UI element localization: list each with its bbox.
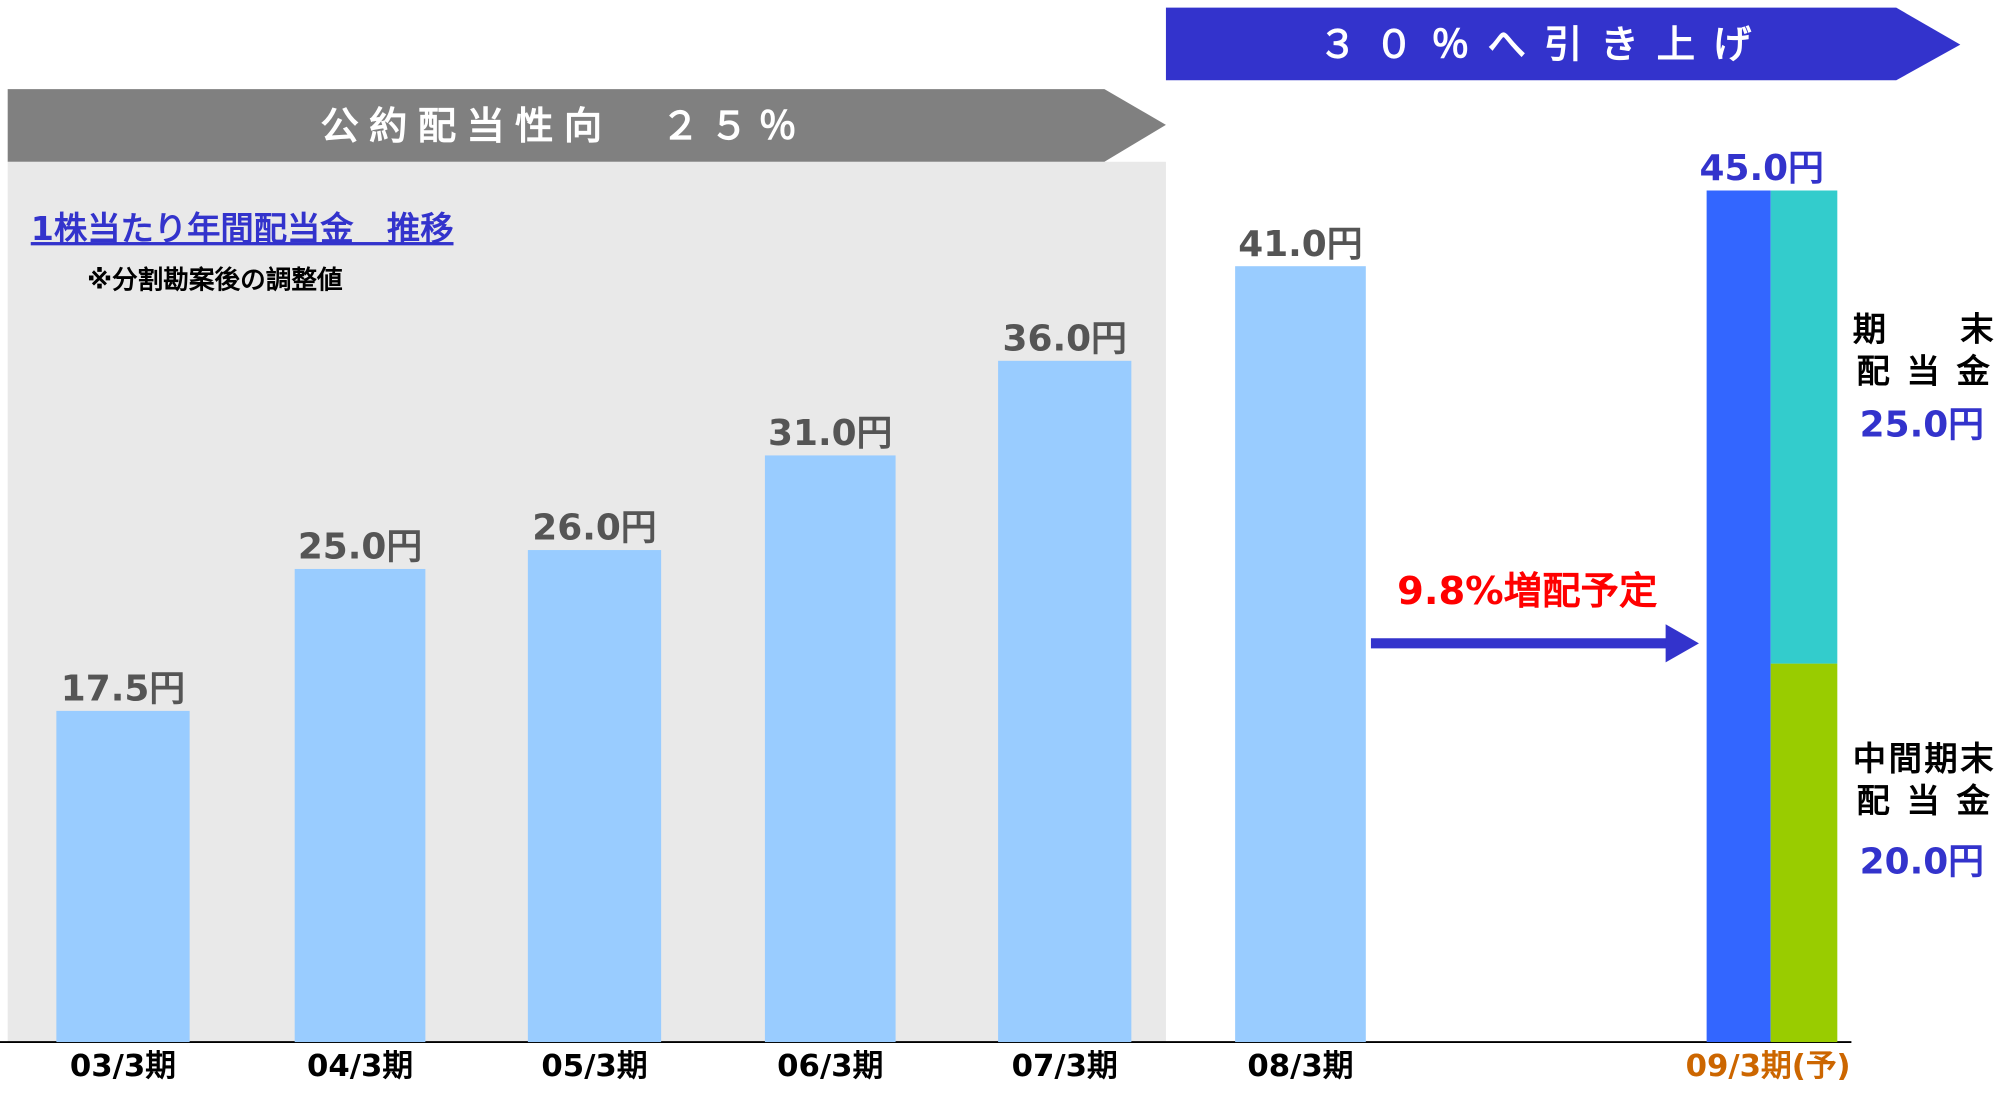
value-label: 25.0円 (298, 527, 422, 568)
bar (294, 568, 426, 1043)
banner-text: 公約配当性向 ２５％ (320, 104, 807, 149)
bar (1706, 190, 1771, 1043)
value-label: 41.0円 (1238, 224, 1362, 265)
chart-subtitle: ※分割勘案後の調整値 (87, 266, 342, 296)
stack-segment (1770, 190, 1838, 664)
annotation-arrowhead (1665, 624, 1699, 663)
x-tick-label: 04/3期 (307, 1049, 413, 1084)
stack-segment (1770, 663, 1838, 1043)
x-tick-label: 08/3期 (1247, 1049, 1353, 1084)
x-tick-label: 03/3期 (70, 1049, 176, 1084)
banner-arrow (1165, 7, 1961, 81)
value-label: 36.0円 (1003, 318, 1127, 359)
banner-text: ３０％へ引き上げ (1318, 23, 1769, 68)
segment-name: 期 末 (1853, 310, 1996, 349)
x-tick-label: 06/3期 (777, 1049, 883, 1084)
annotation: 9.8%増配予定 (1397, 569, 1657, 614)
banner-arrow (7, 89, 1166, 162)
value-label: 31.0円 (768, 413, 892, 454)
x-tick-label: 07/3期 (1012, 1049, 1118, 1084)
value-label: 17.5円 (61, 669, 185, 710)
bar (1235, 266, 1366, 1043)
value-label: 26.0円 (532, 508, 656, 549)
bar (764, 455, 896, 1043)
segment-name: 配 当 金 (1856, 781, 1992, 820)
segment-label: 25.0円 (1860, 405, 1984, 446)
bar (998, 360, 1132, 1043)
chart-title: 1株当たり年間配当金 推移 (31, 209, 454, 248)
x-tick-label: 05/3期 (541, 1049, 647, 1084)
bar (527, 550, 662, 1043)
segment-name: 中間期末 (1853, 739, 1996, 778)
value-label: 45.0円 (1700, 148, 1824, 189)
x-tick-label: 09/3期(予) (1686, 1049, 1851, 1084)
bar (56, 710, 190, 1043)
segment-name: 配 当 金 (1856, 352, 1992, 391)
segment-label: 20.0円 (1860, 842, 1984, 883)
